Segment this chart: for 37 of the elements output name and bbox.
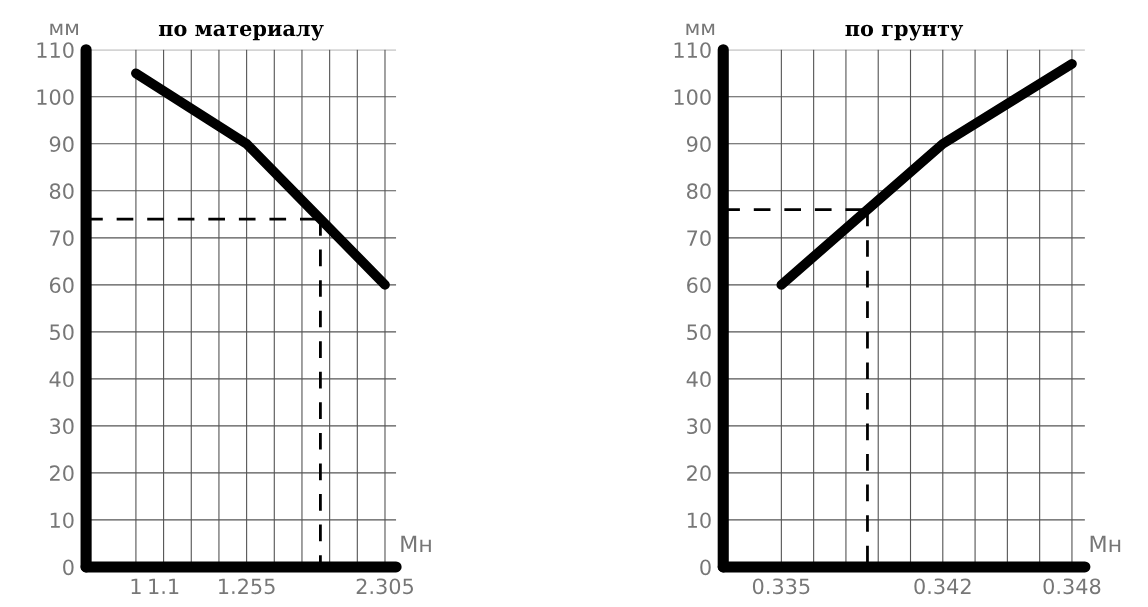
y-tick-label: 0 xyxy=(700,559,711,576)
y-tick-label: 50 xyxy=(687,324,711,341)
y-tick-label: 110 xyxy=(37,42,74,58)
y-tick-label: 50 xyxy=(50,324,74,341)
y-tick-label: 90 xyxy=(49,136,74,153)
y-tick-label: 10 xyxy=(687,512,711,529)
y-tick-label: 90 xyxy=(686,136,711,153)
y-tick-label: 100 xyxy=(674,89,711,105)
chart-title: по грунту xyxy=(845,24,964,41)
x-tick-label: 1 xyxy=(131,578,141,594)
x-tick-label: 1.1 xyxy=(149,578,179,594)
y-tick-label: 60 xyxy=(687,277,711,294)
x-tick-label: 2.305 xyxy=(356,578,413,595)
x-tick-label: 0.348 xyxy=(1043,578,1101,595)
y-tick-label: 100 xyxy=(37,89,74,105)
y-tick-label: 110 xyxy=(674,42,711,58)
chart-title: по материалу xyxy=(158,24,324,41)
x-tick-label: 0.342 xyxy=(914,578,971,595)
y-tick-label: 70 xyxy=(687,230,711,247)
y-tick-label: 20 xyxy=(687,465,711,482)
x-axis-title: Мн xyxy=(401,535,431,552)
y-tick-label: 40 xyxy=(686,371,711,388)
y-axis-title: мм xyxy=(50,23,79,36)
y-tick-label: 20 xyxy=(50,465,74,482)
y-tick-label: 30 xyxy=(687,418,711,435)
y-tick-label: 60 xyxy=(49,277,74,294)
y-tick-label: 40 xyxy=(49,371,74,388)
x-tick-label: 0.335 xyxy=(752,578,810,595)
y-tick-label: 0 xyxy=(63,559,74,576)
x-tick-label: 1.255 xyxy=(219,578,275,595)
y-tick-label: 70 xyxy=(50,230,74,247)
y-tick-label: 30 xyxy=(50,418,74,435)
y-tick-label: 80 xyxy=(49,183,74,200)
y-tick-label: 80 xyxy=(687,183,711,200)
y-axis-title: мм xyxy=(686,23,715,36)
x-axis-title: Мн xyxy=(1090,535,1121,552)
y-tick-label: 10 xyxy=(50,512,74,529)
